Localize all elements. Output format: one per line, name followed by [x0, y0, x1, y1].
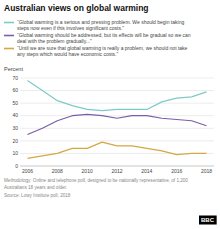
footer-note: Source: Lowy Institute poll, 2018: [4, 193, 71, 198]
legend-swatch: [4, 48, 14, 50]
y-tick-label: 10: [12, 150, 18, 156]
series-line: [27, 81, 206, 111]
legend-swatch: [4, 35, 14, 37]
legend-entry: “Global warming should be addressed, but…: [17, 32, 191, 44]
y-tick-label: 30: [12, 125, 18, 131]
grid-line: [20, 78, 214, 79]
legend-entry: “Global warming is a serious and pressin…: [17, 19, 184, 31]
y-axis-label: Percent: [4, 66, 23, 72]
series-line: [27, 114, 206, 134]
title: Australian views on global warming: [4, 3, 149, 13]
grid-line: [20, 128, 214, 129]
y-tick-label: 0: [15, 163, 18, 169]
grid-line: [20, 140, 214, 141]
badge-text: BBC: [201, 217, 215, 223]
legend-line: any steps which would have economic cost…: [17, 51, 118, 57]
badge-box: [199, 216, 217, 225]
y-tick-label: 60: [12, 87, 18, 93]
x-axis-line: [20, 166, 214, 167]
x-tick-label: 2012: [111, 168, 122, 174]
x-tick-label: 2018: [201, 168, 212, 174]
legend: “Global warming is a serious and pressin…: [4, 19, 191, 57]
series-group: [27, 81, 206, 159]
legend-line: steps now even if this involves signific…: [17, 25, 124, 31]
grid-line: [20, 90, 214, 91]
grid-line: [20, 103, 214, 104]
y-tick-label: 40: [12, 112, 18, 118]
y-tick-label: 70: [12, 75, 18, 81]
grid-line: [20, 166, 214, 167]
x-tick-label: 2016: [171, 168, 182, 174]
footer-note: Australians 18 years and older.: [4, 185, 67, 190]
x-tick-label: 2010: [82, 168, 93, 174]
series-line: [27, 142, 206, 158]
chart: Australian views on global warming “Globa…: [0, 0, 220, 229]
x-tick-label: 2008: [52, 168, 63, 174]
legend-entry: “Until we are sure that global warming i…: [17, 45, 188, 57]
x-tick-label: 2014: [141, 168, 152, 174]
y-tick-label: 20: [12, 138, 18, 144]
grid: [20, 78, 214, 166]
legend-swatch: [4, 22, 14, 24]
legend-line: deal with the problem gradually...”: [17, 38, 92, 44]
badge: BBC: [199, 216, 217, 225]
x-tick-label: 2006: [22, 168, 33, 174]
grid-line: [20, 115, 214, 116]
y-tick-label: 50: [12, 100, 18, 106]
footer-note: Methodology: Online and telephone poll, …: [4, 178, 188, 183]
